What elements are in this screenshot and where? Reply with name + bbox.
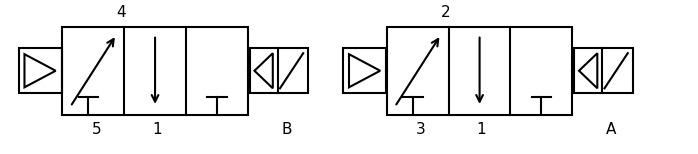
Text: 1: 1 bbox=[152, 122, 162, 137]
Text: 3: 3 bbox=[416, 122, 426, 137]
Bar bbox=[387, 27, 572, 115]
Text: 1: 1 bbox=[477, 122, 487, 137]
Text: 4: 4 bbox=[116, 5, 126, 20]
Text: A: A bbox=[606, 122, 616, 137]
Bar bbox=[343, 48, 386, 93]
Bar bbox=[574, 48, 632, 93]
Text: 5: 5 bbox=[91, 122, 101, 137]
Text: 2: 2 bbox=[440, 5, 450, 20]
Text: B: B bbox=[281, 122, 292, 137]
Bar bbox=[63, 27, 248, 115]
Bar bbox=[19, 48, 61, 93]
Bar bbox=[250, 48, 308, 93]
